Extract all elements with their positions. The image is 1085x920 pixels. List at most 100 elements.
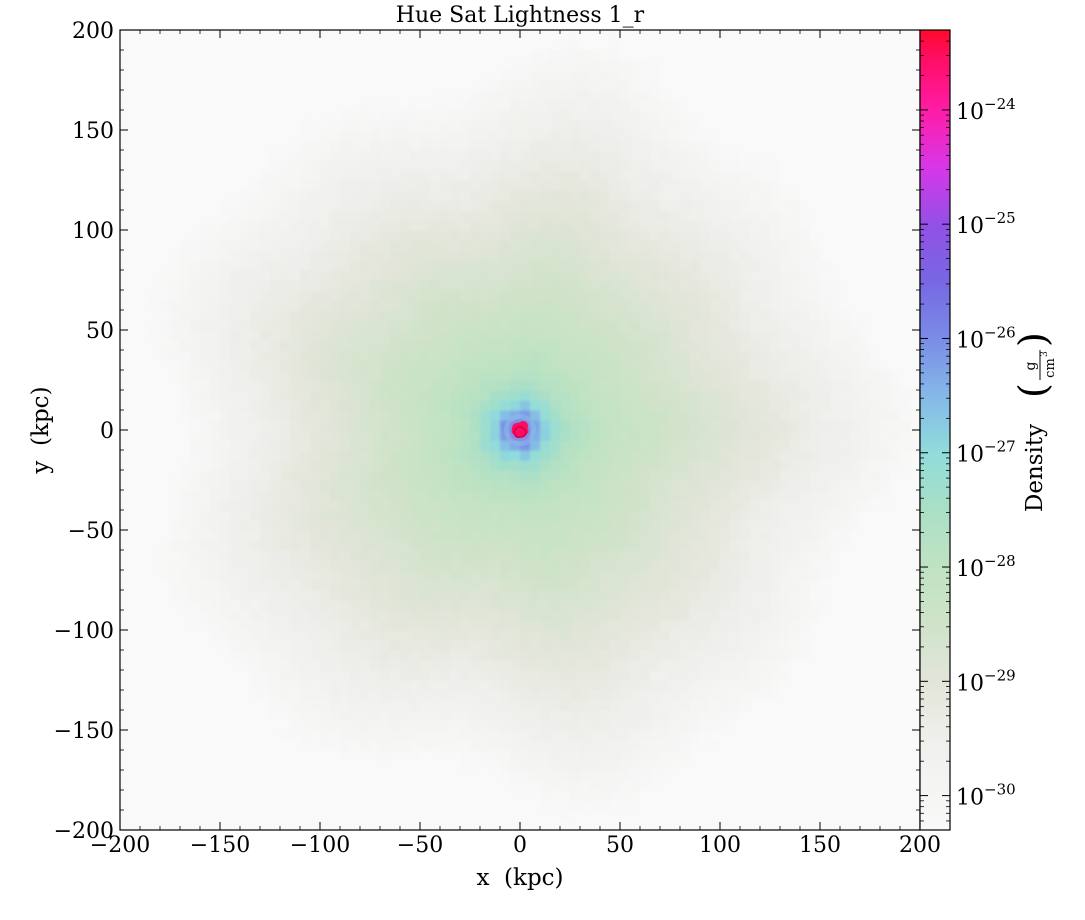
heatmap-cell — [680, 740, 691, 751]
heatmap-cell — [820, 310, 831, 321]
heatmap-cell — [280, 610, 291, 621]
heatmap-cell — [640, 780, 651, 791]
heatmap-cell — [800, 340, 811, 351]
heatmap-cell — [270, 520, 281, 531]
heatmap-cell — [240, 640, 251, 651]
heatmap-cell — [540, 770, 551, 781]
heatmap-cell — [220, 480, 231, 491]
heatmap-cell — [320, 610, 331, 621]
heatmap-cell — [620, 600, 631, 611]
heatmap-cell — [450, 170, 461, 181]
heatmap-cell — [320, 450, 331, 461]
heatmap-cell — [500, 380, 511, 391]
heatmap-cell — [250, 510, 261, 521]
heatmap-cell — [730, 460, 741, 471]
heatmap-cell — [380, 320, 391, 331]
heatmap-cell — [660, 750, 671, 761]
heatmap-cell — [730, 210, 741, 221]
heatmap-cell — [560, 160, 571, 171]
heatmap-cell — [580, 480, 591, 491]
heatmap-cell — [780, 590, 791, 601]
heatmap-cell — [470, 210, 481, 221]
heatmap-cell — [460, 600, 471, 611]
heatmap-cell — [390, 240, 401, 251]
heatmap-cell — [550, 300, 561, 311]
heatmap-cell — [260, 540, 271, 551]
heatmap-cell — [210, 280, 221, 291]
heatmap-cell — [330, 320, 341, 331]
heatmap-cell — [710, 500, 721, 511]
heatmap-cell — [630, 380, 641, 391]
density-core — [504, 414, 536, 446]
heatmap-cell — [380, 420, 391, 431]
heatmap-cell — [690, 600, 701, 611]
heatmap-cell — [340, 140, 351, 151]
heatmap-cell — [260, 550, 271, 561]
heatmap-cell — [490, 180, 501, 191]
heatmap-cell — [810, 420, 821, 431]
heatmap-cell — [310, 160, 321, 171]
heatmap-cell — [410, 470, 421, 481]
heatmap-cell — [870, 470, 881, 481]
heatmap-cell — [630, 620, 641, 631]
heatmap-cell — [810, 310, 821, 321]
heatmap-cell — [590, 520, 601, 531]
heatmap-cell — [200, 240, 211, 251]
heatmap-cell — [320, 590, 331, 601]
heatmap-cell — [380, 680, 391, 691]
heatmap-cell — [860, 430, 871, 441]
heatmap-cell — [870, 390, 881, 401]
heatmap-cell — [680, 750, 691, 761]
heatmap-cell — [300, 670, 311, 681]
heatmap-cell — [710, 220, 721, 231]
heatmap-cell — [630, 130, 641, 141]
heatmap-cell — [880, 380, 891, 391]
heatmap-cell — [610, 520, 621, 531]
heatmap-cell — [690, 310, 701, 321]
heatmap-cell — [560, 650, 571, 661]
heatmap-cell — [680, 270, 691, 281]
heatmap-cell — [420, 580, 431, 591]
heatmap-cell — [500, 690, 511, 701]
heatmap-cell — [300, 470, 311, 481]
heatmap-cell — [440, 660, 451, 671]
heatmap-cell — [500, 520, 511, 531]
heatmap-cell — [620, 550, 631, 561]
heatmap-cell — [350, 330, 361, 341]
heatmap-cell — [440, 420, 451, 431]
heatmap-cell — [650, 740, 661, 751]
heatmap-cell — [590, 200, 601, 211]
heatmap-cell — [750, 280, 761, 291]
heatmap-cell — [360, 220, 371, 231]
heatmap-cell — [250, 190, 261, 201]
heatmap-cell — [480, 420, 491, 431]
heatmap-cell — [750, 540, 761, 551]
heatmap-cell — [190, 510, 201, 521]
heatmap-cell — [390, 350, 401, 361]
heatmap-cell — [520, 290, 531, 301]
heatmap-cell — [670, 280, 681, 291]
heatmap-cell — [360, 530, 371, 541]
heatmap-cell — [310, 250, 321, 261]
heatmap-cell — [460, 610, 471, 621]
heatmap-cell — [840, 520, 851, 531]
heatmap-cell — [180, 320, 191, 331]
heatmap-cell — [400, 150, 411, 161]
heatmap-cell — [580, 290, 591, 301]
heatmap-cell — [770, 480, 781, 491]
heatmap-cell — [670, 380, 681, 391]
heatmap-cell — [800, 410, 811, 421]
heatmap-cell — [640, 680, 651, 691]
heatmap-cell — [480, 160, 491, 171]
heatmap-cell — [160, 570, 171, 581]
heatmap-cell — [270, 280, 281, 291]
heatmap-cell — [530, 440, 541, 451]
heatmap-cell — [380, 720, 391, 731]
heatmap-cell — [680, 450, 691, 461]
heatmap-cell — [780, 490, 791, 501]
heatmap-cell — [540, 350, 551, 361]
heatmap-cell — [590, 660, 601, 671]
heatmap-cell — [340, 400, 351, 411]
heatmap-cell — [740, 190, 751, 201]
heatmap-cell — [480, 150, 491, 161]
